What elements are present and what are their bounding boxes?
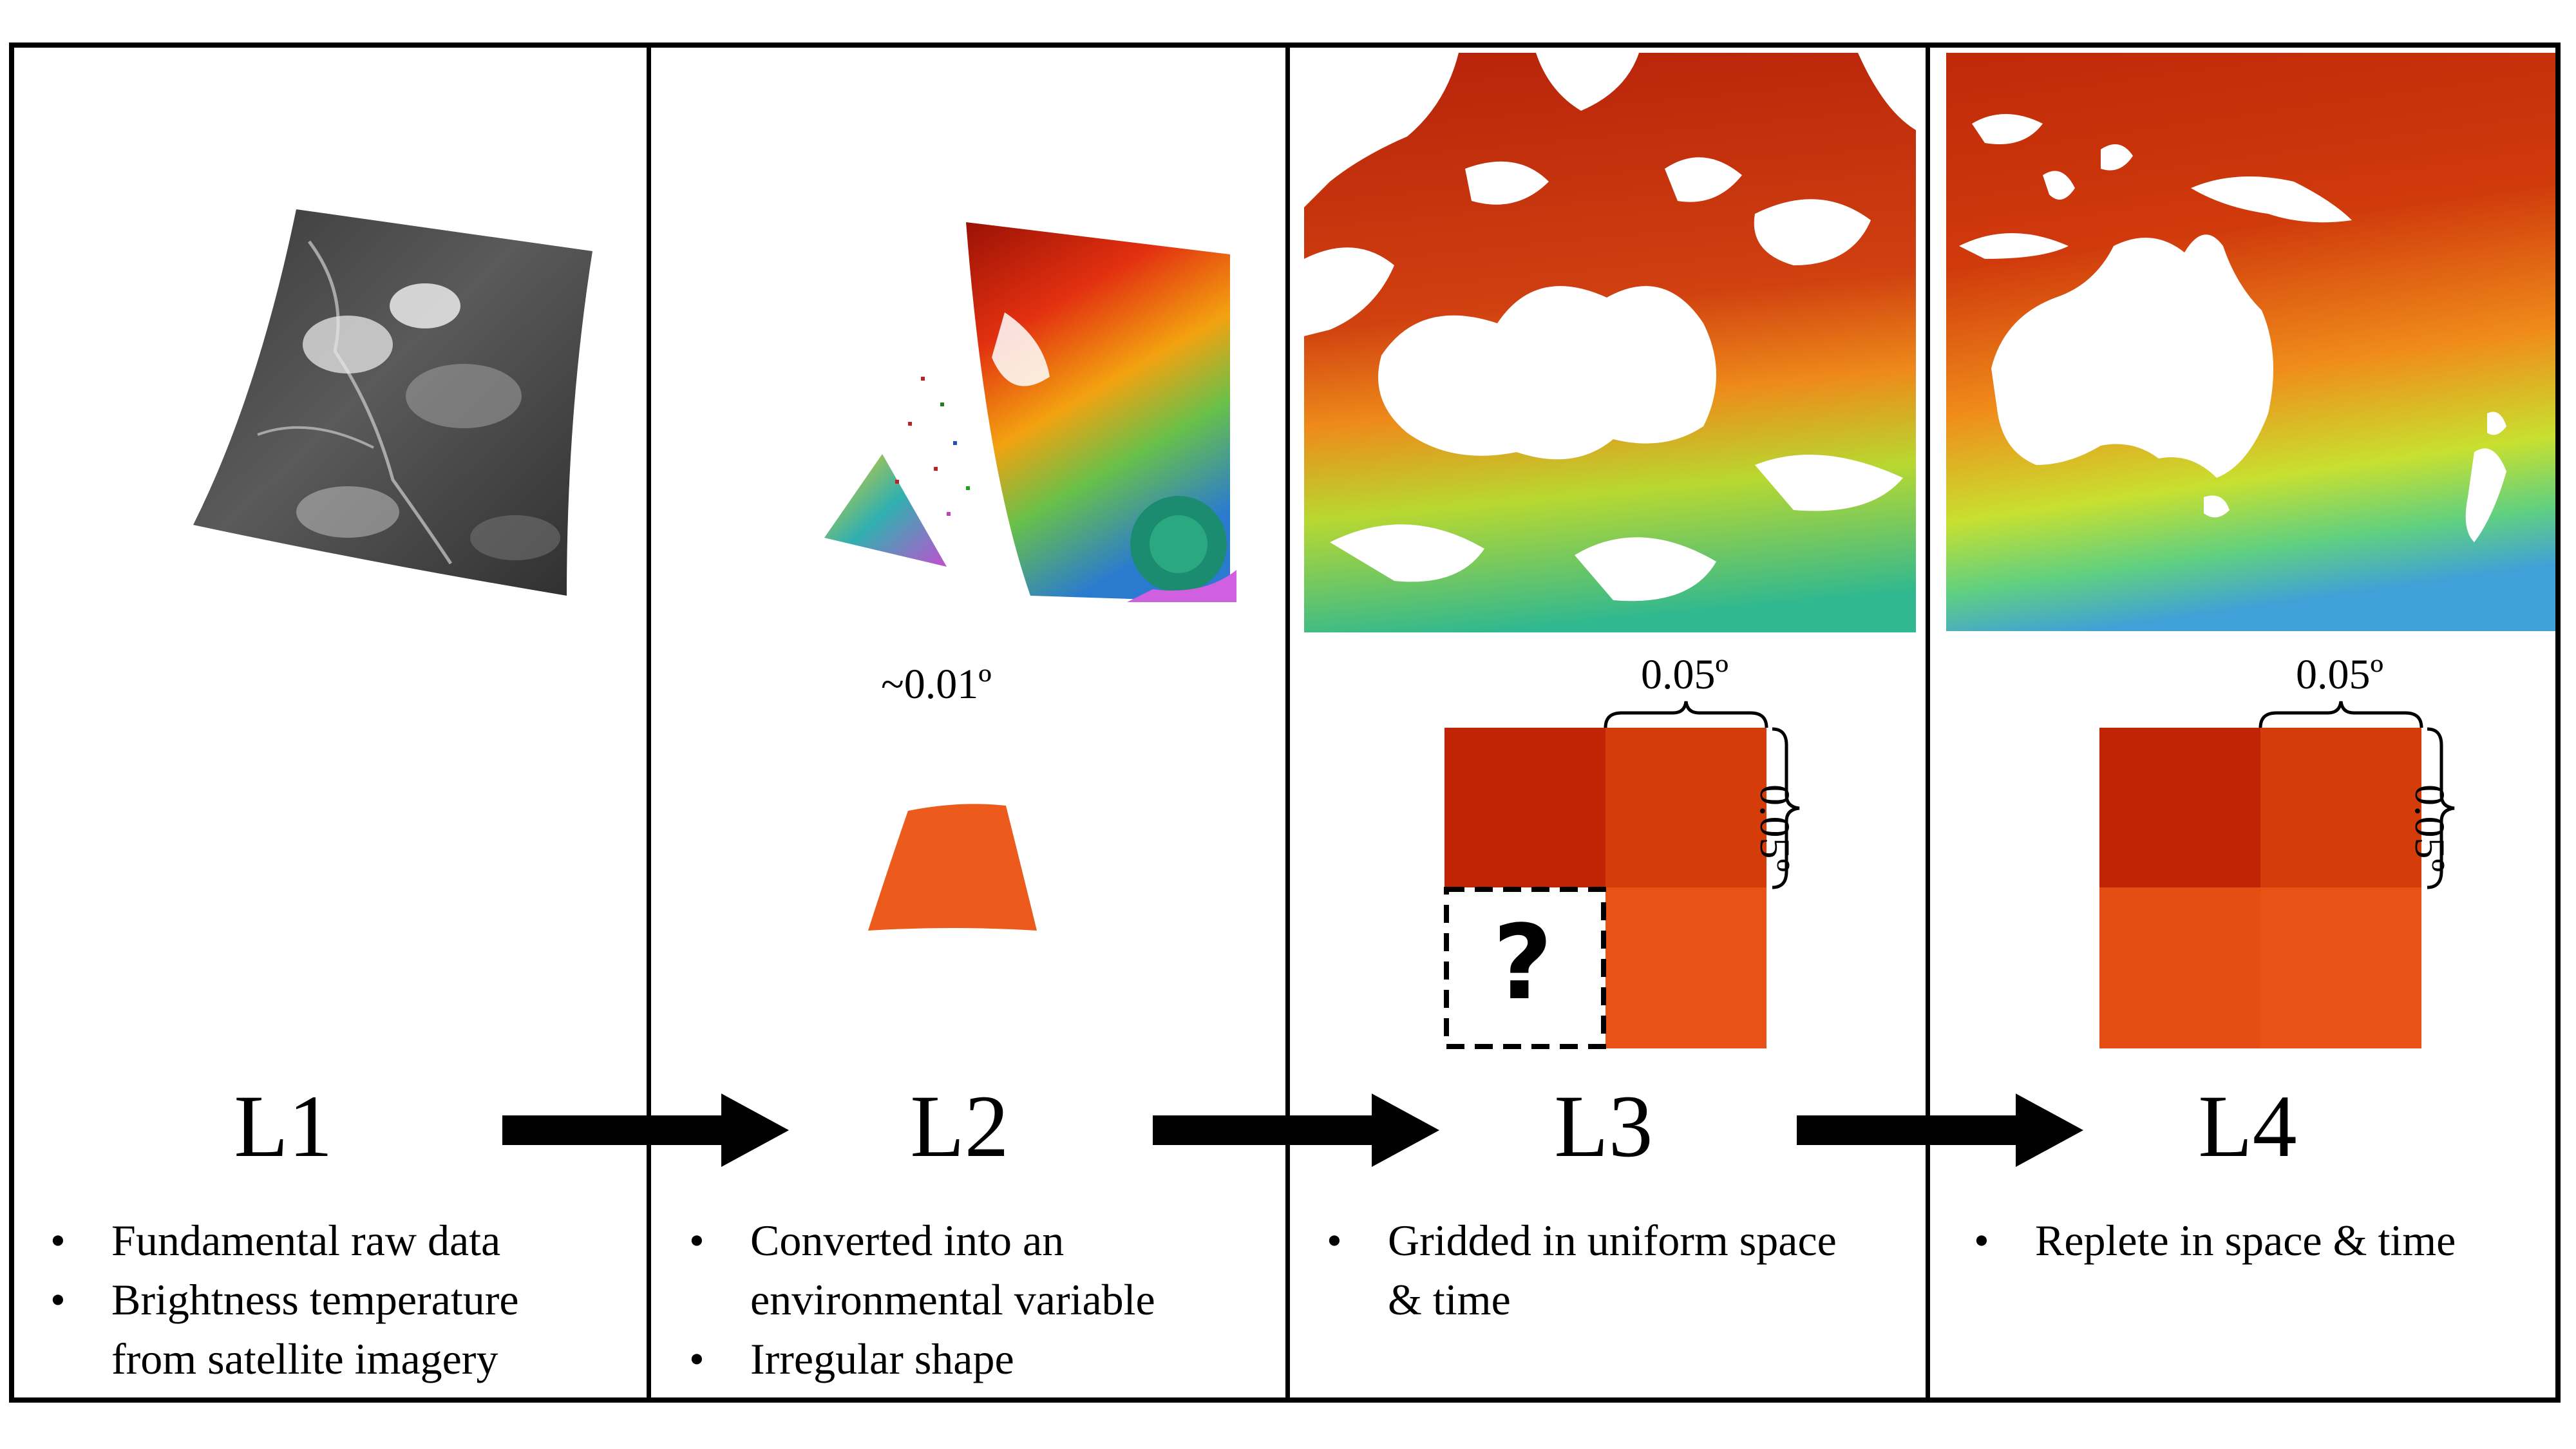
l4-cell-top-right-shape bbox=[2260, 728, 2421, 887]
l3-brace-horizontal bbox=[1604, 701, 1768, 728]
l4-bullet-list: • Replete in space & time bbox=[1974, 1211, 2456, 1270]
l3-cell-light-shape bbox=[1605, 887, 1766, 1048]
l3-cell-mid-shape bbox=[1605, 728, 1766, 887]
bullet-dot: • bbox=[689, 1334, 705, 1383]
l3-resolution-y: 0.05º bbox=[1751, 784, 1798, 872]
level-label-l2: L2 bbox=[910, 1077, 1009, 1175]
l3-bullet-1: • Gridded in uniform space bbox=[1327, 1211, 1837, 1270]
l3-cell-light bbox=[1605, 887, 1766, 1048]
level-label-l1: L1 bbox=[234, 1077, 333, 1175]
l3-cell-dark bbox=[1444, 728, 1605, 887]
l3-brace-vertical bbox=[1772, 727, 1800, 889]
l3-resolution-x: 0.05º bbox=[1641, 651, 1728, 698]
l1-bullet-1: • Fundamental raw data bbox=[50, 1211, 519, 1270]
level-label-l3: L3 bbox=[1554, 1077, 1653, 1175]
l2-resolution-label: ~0.01º bbox=[881, 661, 992, 708]
l4-brace-horizontal bbox=[2259, 701, 2423, 728]
l1-bullet-2: • Brightness temperature bbox=[50, 1270, 519, 1329]
bullet-dot: • bbox=[50, 1216, 66, 1265]
arrow-l2-to-l3 bbox=[1153, 1094, 1439, 1167]
l1-bullet-list: • Fundamental raw data • Brightness temp… bbox=[50, 1211, 519, 1388]
bullet-dot: • bbox=[1327, 1216, 1342, 1265]
divider-1 bbox=[647, 43, 651, 1403]
l2-swath-image bbox=[824, 222, 1236, 602]
l4-cell-bottom-right-shape bbox=[2260, 887, 2421, 1048]
l4-brace-vertical bbox=[2427, 727, 2455, 889]
divider-3 bbox=[1926, 43, 1930, 1403]
l2-bullet-1-line-2: environmental variable bbox=[750, 1275, 1155, 1324]
l3-missing-cell bbox=[1444, 887, 1606, 1049]
l2-bullet-2-line-1: Irregular shape bbox=[750, 1334, 1014, 1383]
l2-bullet-2: • Irregular shape bbox=[689, 1329, 1155, 1388]
l2-bullet-1: • Converted into an bbox=[689, 1211, 1155, 1270]
l4-cell-top-right bbox=[2260, 728, 2421, 887]
l4-resolution-x: 0.05º bbox=[2296, 651, 2383, 698]
l2-bullet-1-line-1: Converted into an bbox=[750, 1216, 1065, 1265]
bullet-dot: • bbox=[1974, 1216, 1989, 1265]
l3-cell-dark-shape bbox=[1444, 728, 1605, 887]
l1-bullet-1-line-1: Fundamental raw data bbox=[111, 1216, 501, 1265]
l1-satellite-image bbox=[193, 209, 592, 596]
l3-cell-mid bbox=[1605, 728, 1766, 887]
l2-bullet-list: • Converted into an environmental variab… bbox=[689, 1211, 1155, 1388]
arrow-l1-to-l2 bbox=[502, 1094, 789, 1167]
l3-missing-marker: ? bbox=[1493, 902, 1553, 1023]
l3-bullet-1-line-1: Gridded in uniform space bbox=[1388, 1216, 1837, 1265]
bullet-dot: • bbox=[50, 1275, 66, 1324]
l4-resolution-y: 0.05º bbox=[2406, 784, 2453, 872]
l4-bullet-1: • Replete in space & time bbox=[1974, 1211, 2456, 1270]
l4-gap-free-map bbox=[1946, 53, 2555, 631]
l3-bullet-1-line-2: & time bbox=[1388, 1275, 1511, 1324]
l4-cell-bottom-left bbox=[2099, 887, 2260, 1048]
l4-cell-bottom-left-shape bbox=[2099, 887, 2260, 1048]
l1-bullet-2-line-1: Brightness temperature bbox=[111, 1275, 519, 1324]
divider-2 bbox=[1285, 43, 1290, 1403]
l4-cell-top-left bbox=[2099, 728, 2260, 887]
bullet-dot: • bbox=[689, 1216, 705, 1265]
l3-bullet-list: • Gridded in uniform space & time bbox=[1327, 1211, 1837, 1329]
l1-bullet-2-line-2: from satellite imagery bbox=[111, 1334, 498, 1383]
outer-frame bbox=[9, 43, 2561, 1403]
arrow-l3-to-l4 bbox=[1797, 1094, 2083, 1167]
level-label-l4: L4 bbox=[2198, 1077, 2297, 1175]
l4-cell-top-left-shape bbox=[2099, 728, 2260, 887]
l3-gridded-map bbox=[1304, 53, 1916, 632]
l4-bullet-1-line-1: Replete in space & time bbox=[2035, 1216, 2456, 1265]
l2-irregular-pixel bbox=[868, 804, 1037, 931]
l4-cell-bottom-right bbox=[2260, 887, 2421, 1048]
